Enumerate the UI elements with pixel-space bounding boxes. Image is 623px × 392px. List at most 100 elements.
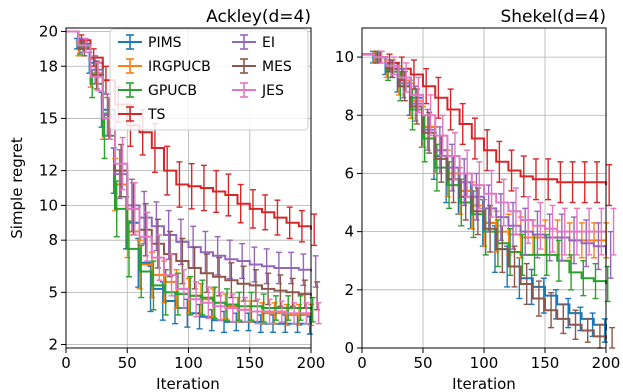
x-tick-label: 200: [592, 354, 621, 372]
error-bar-jes: [217, 291, 224, 321]
y-tick-label: 0: [344, 339, 354, 357]
error-bar-gpucb: [297, 295, 304, 321]
error-bar-jes: [278, 300, 285, 323]
error-bar-ts: [532, 158, 539, 201]
error-bar-jes: [205, 286, 212, 320]
error-bar-mes: [560, 303, 567, 335]
error-bar-jes: [193, 281, 200, 318]
error-bar-gpucb: [113, 180, 120, 238]
error-bar-ts: [164, 145, 171, 196]
error-bar-ei: [546, 213, 553, 262]
error-bar-ts: [249, 189, 256, 229]
error-bar-mes: [584, 318, 591, 343]
error-bar-jes: [266, 298, 273, 325]
error-bar-gpucb: [125, 220, 132, 278]
error-bar-ts: [237, 183, 244, 224]
error-bar-ts: [176, 161, 183, 208]
error-bar-ts: [213, 169, 220, 214]
error-bar-ts: [200, 164, 207, 212]
error-bar-mes: [511, 245, 518, 288]
ticks-shekel: 0 50 100 150 200 0 2 4 6 8 10: [335, 48, 620, 372]
error-bar-mes: [572, 309, 579, 340]
error-bar-pims: [601, 318, 608, 343]
legend-entry-pims: PIMS: [118, 34, 182, 51]
error-bar-ts: [545, 158, 552, 201]
error-bar-gpucb: [150, 260, 157, 311]
series-line-jes: [66, 30, 311, 315]
error-bar-jes: [427, 94, 434, 137]
error-bar-ei: [534, 210, 541, 259]
x-tick-label: 100: [470, 354, 499, 372]
error-bar-jes: [229, 293, 236, 323]
error-bar-jes: [180, 269, 187, 309]
error-bar-jes: [451, 132, 458, 180]
error-bar-ts: [286, 206, 293, 240]
error-bar-jes: [525, 196, 532, 244]
panel-shekel: 0 50 100 150 200 0 2 4 6 8 10 Shekel(d=4) Iteratio…: [335, 7, 620, 392]
error-bar-jes: [168, 253, 175, 297]
error-bar-ts: [298, 209, 305, 243]
error-bar-ei: [571, 216, 578, 265]
error-bar-ts: [569, 161, 576, 204]
y-tick-label: 4: [344, 223, 354, 241]
x-axis-label-ackley: Iteration: [156, 375, 220, 392]
error-bar-gpucb: [260, 293, 267, 323]
error-bar-ts: [581, 161, 588, 204]
error-bar-pims: [540, 277, 547, 314]
error-bar-gpucb: [174, 272, 181, 316]
error-bar-ts: [459, 102, 466, 146]
series-line-gpucb: [66, 30, 312, 310]
y-tick-label: 6: [344, 164, 354, 182]
series-shekel: [362, 50, 617, 349]
error-bar-gpucb: [568, 254, 575, 291]
error-bar-jes: [390, 56, 397, 76]
error-bar-jes: [291, 302, 298, 325]
error-bar-ts: [311, 213, 318, 247]
error-bar-jes: [303, 302, 310, 325]
legend-label: MES: [262, 59, 292, 75]
error-bar-jes: [561, 207, 568, 256]
x-tick-label: 200: [297, 354, 326, 372]
error-bar-jes: [315, 302, 322, 325]
legend-label: EI: [262, 35, 275, 51]
y-tick-label: 18: [39, 57, 58, 75]
error-bar-jes: [488, 169, 495, 218]
error-bar-jes: [403, 62, 410, 93]
legend-entry-gpucb: GPUCB: [118, 82, 197, 99]
legend-entry-ei: EI: [232, 34, 275, 51]
error-bar-gpucb: [199, 279, 206, 316]
y-tick-label: 15: [39, 109, 58, 127]
error-bar-jes: [549, 204, 556, 253]
error-bar-gpucb: [236, 291, 243, 321]
error-bar-gpucb: [248, 291, 255, 321]
error-bar-jes: [242, 296, 249, 323]
x-tick-label: 50: [413, 354, 432, 372]
error-bar-ts: [606, 164, 613, 207]
error-bar-gpucb: [223, 288, 230, 321]
x-tick-label: 150: [531, 354, 560, 372]
error-bar-jes: [156, 234, 163, 281]
x-tick-label: 100: [174, 354, 203, 372]
error-bar-ts: [496, 140, 503, 183]
legend-label: PIMS: [148, 35, 182, 51]
legend-label: TS: [147, 107, 166, 123]
y-tick-label: 2: [344, 281, 354, 299]
legend-label: JES: [261, 83, 284, 99]
legend-entry-mes: MES: [232, 58, 292, 75]
x-tick-label: 0: [61, 354, 71, 372]
error-bar-jes: [573, 207, 580, 256]
y-tick-label: 20: [39, 22, 58, 40]
error-bar-ei: [583, 219, 590, 268]
chart-title-ackley: Ackley(d=4): [206, 7, 311, 27]
error-bar-ts: [188, 162, 195, 210]
error-bar-ts: [435, 76, 442, 119]
x-axis-label-shekel: Iteration: [452, 375, 516, 392]
error-bar-mes: [609, 326, 616, 349]
error-bar-jes: [586, 207, 593, 256]
error-bar-jes: [378, 50, 385, 64]
error-bar-mes: [548, 292, 555, 329]
error-bar-ts: [593, 161, 600, 204]
error-bar-ts: [447, 88, 454, 131]
legend-entry-irgpucb: IRGPUCB: [118, 58, 211, 75]
